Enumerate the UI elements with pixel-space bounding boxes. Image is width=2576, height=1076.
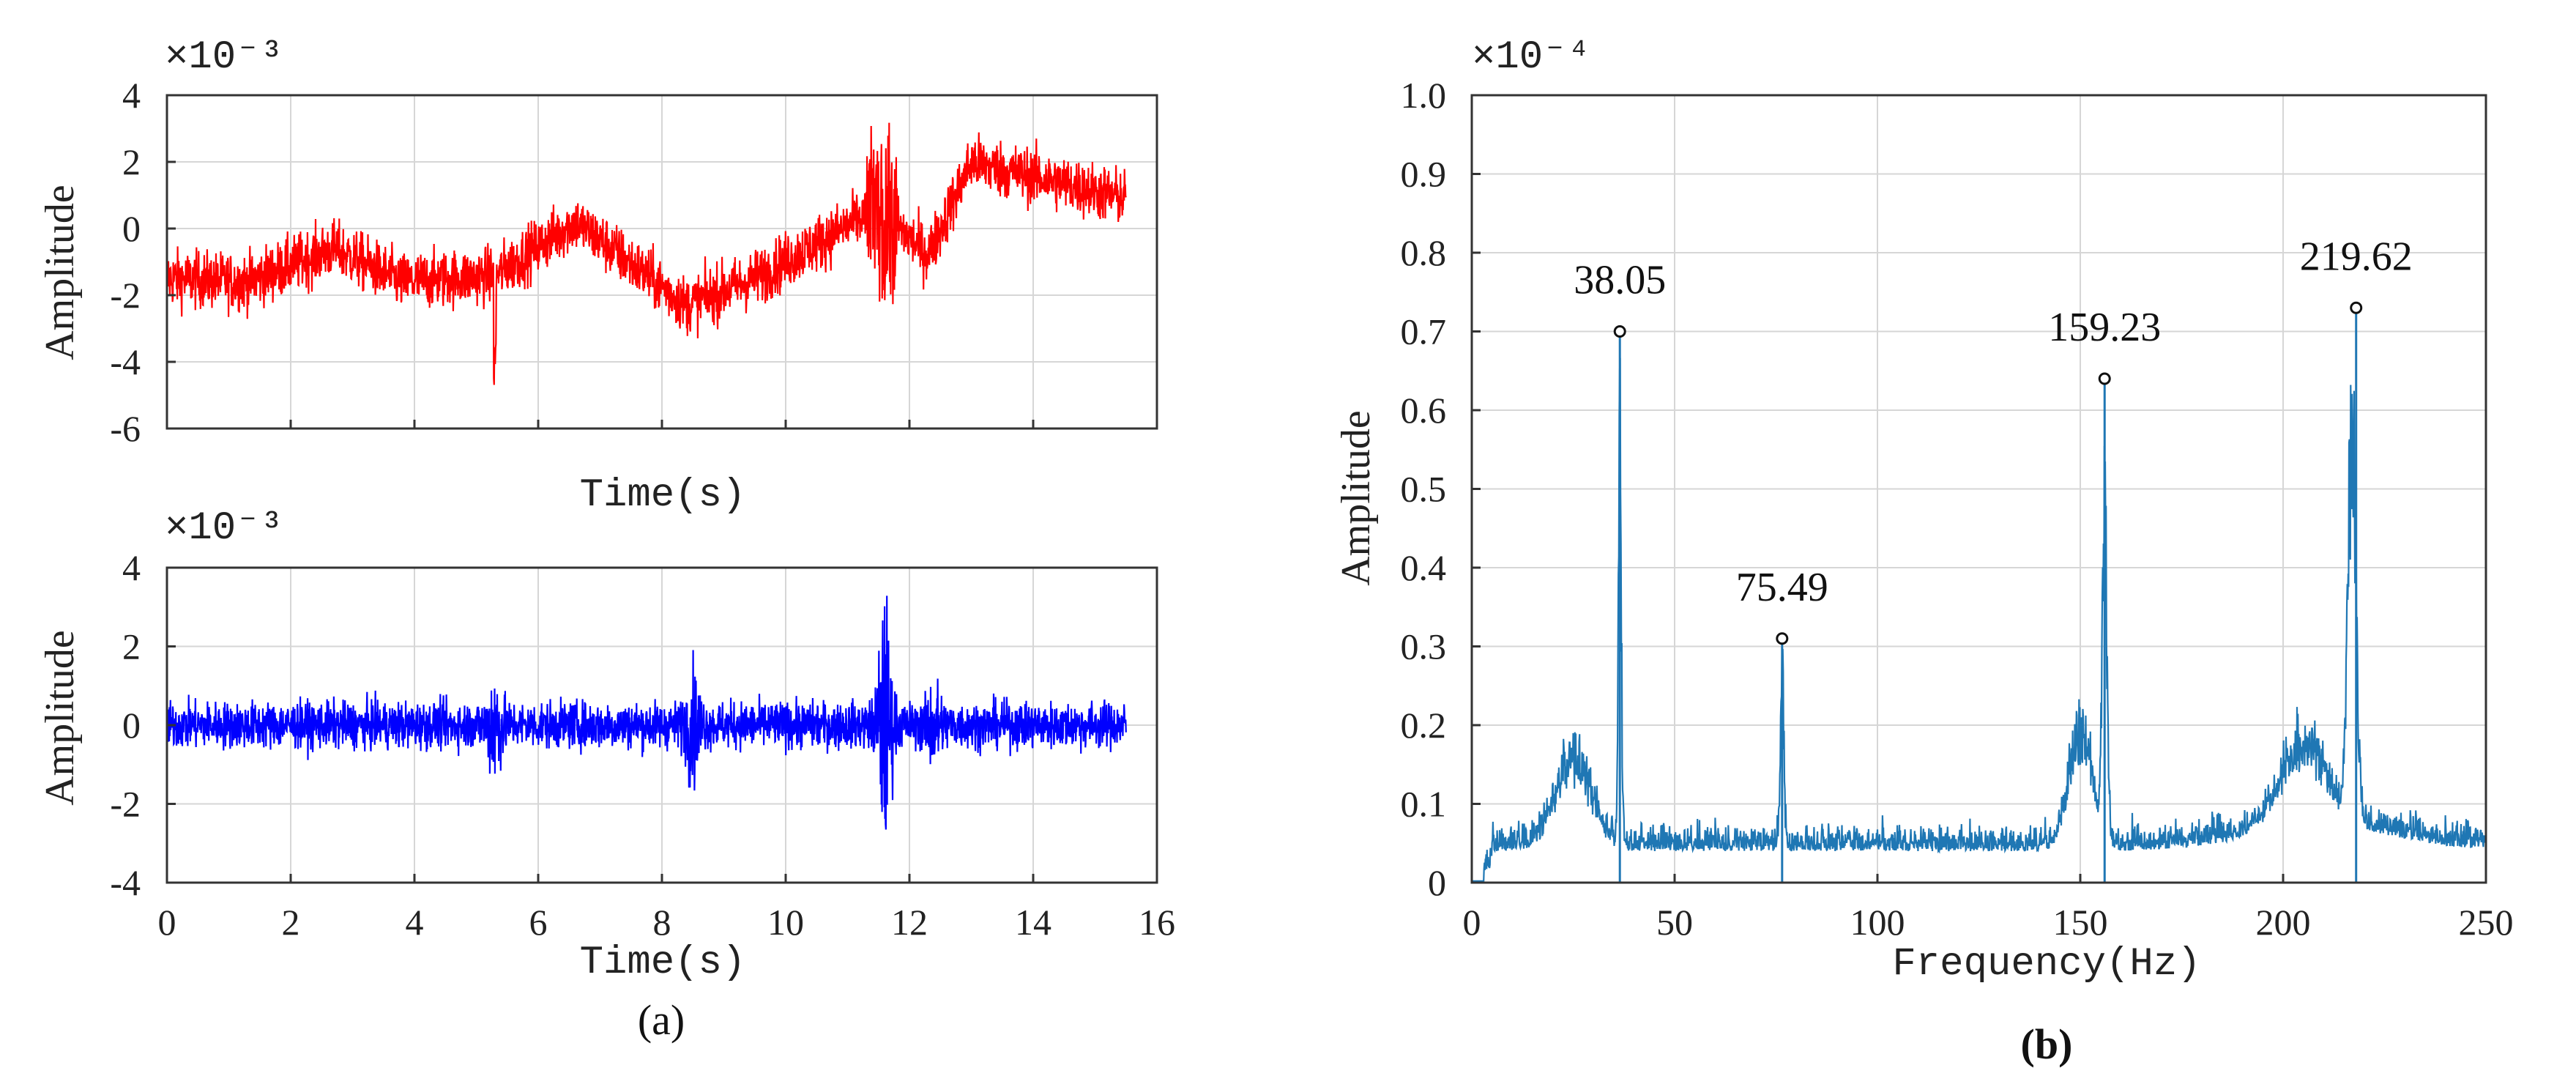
y-tick-label: 0.6: [1401, 390, 1447, 431]
y-tick-label: 0: [122, 208, 141, 249]
y-tick-label: -2: [110, 275, 141, 316]
x-tick-label: 150: [2053, 902, 2108, 943]
y-tick-label: -4: [110, 862, 141, 903]
x-tick-label: 12: [891, 902, 928, 943]
y-axis-label-a-top: Amplitude: [37, 185, 83, 360]
peak-marker: [1776, 632, 1789, 645]
peak-marker: [2350, 301, 2363, 314]
x-tick-label: 0: [1463, 902, 1481, 943]
x-tick-label: 4: [406, 902, 424, 943]
y-tick-label: 1.0: [1401, 75, 1447, 116]
caption-b: (b): [2021, 1020, 2073, 1068]
chart-b: 38.05 75.49 159.23 219.62 0 0.1 0.2 0.3 0.4 0.5 0.…: [1401, 75, 2514, 943]
peak-marker: [2098, 372, 2111, 385]
y-tick-label: 0: [1428, 862, 1446, 903]
x-tick-label: 14: [1015, 902, 1051, 943]
exponent-label-a-top: ×10⁻³: [165, 35, 283, 80]
y-tick-label: 0.1: [1401, 784, 1447, 825]
x-tick-label: 200: [2256, 902, 2311, 943]
x-axis-label-b: Frequency(Hz): [1892, 942, 2200, 987]
y-tick-label: -6: [110, 408, 141, 449]
y-tick-label: 4: [122, 547, 141, 588]
series-line-spectrum: [1472, 357, 2487, 882]
x-axis-label-a-top: Time(s): [580, 473, 746, 518]
series-line-signal: [165, 595, 1127, 830]
y-tick-label: 4: [122, 75, 141, 116]
series-line-signal: [165, 122, 1127, 385]
exponent-label-a-bottom: ×10⁻³: [165, 506, 283, 551]
y-tick-label: 0.9: [1401, 154, 1447, 195]
y-axis-label-b: Amplitude: [1333, 410, 1379, 586]
y-tick-label: 0: [122, 705, 141, 746]
peak-label: 159.23: [2048, 305, 2161, 350]
chart-a-top: -6 -4 -2 0 2 4: [110, 75, 1158, 449]
y-tick-label: -2: [110, 784, 141, 825]
x-tick-label: 10: [767, 902, 804, 943]
x-axis-label-a-bottom: Time(s): [580, 940, 746, 985]
y-tick-label: 0.3: [1401, 626, 1447, 667]
y-tick-label: 0.2: [1401, 705, 1447, 746]
x-tick-label: 16: [1139, 902, 1175, 943]
exponent-label-b: ×10⁻⁴: [1472, 35, 1590, 80]
caption-a: (a): [638, 996, 685, 1044]
peak-marker: [1613, 325, 1626, 338]
y-tick-label: 0.7: [1401, 311, 1447, 352]
x-tick-label: 50: [1656, 902, 1693, 943]
y-tick-label: 2: [122, 141, 141, 182]
y-tick-label: 2: [122, 626, 141, 667]
x-tick-label: 2: [282, 902, 300, 943]
y-tick-label: 0.4: [1401, 547, 1447, 588]
x-tick-label: 0: [158, 902, 176, 943]
peak-label: 75.49: [1736, 565, 1828, 610]
x-tick-label: 8: [653, 902, 671, 943]
y-axis-label-a-bottom: Amplitude: [37, 630, 83, 806]
y-tick-label: 0.5: [1401, 469, 1447, 510]
y-tick-label: 0.8: [1401, 232, 1447, 273]
x-tick-label: 6: [529, 902, 548, 943]
chart-a-bottom: -4 -2 0 2 4 0 2 4 6 8 10 12 14 16: [110, 547, 1175, 943]
peak-label: 219.62: [2300, 234, 2413, 279]
y-tick-label: -4: [110, 341, 141, 382]
x-tick-label: 100: [1850, 902, 1905, 943]
peak-label: 38.05: [1574, 258, 1666, 303]
x-tick-label: 250: [2459, 902, 2514, 943]
